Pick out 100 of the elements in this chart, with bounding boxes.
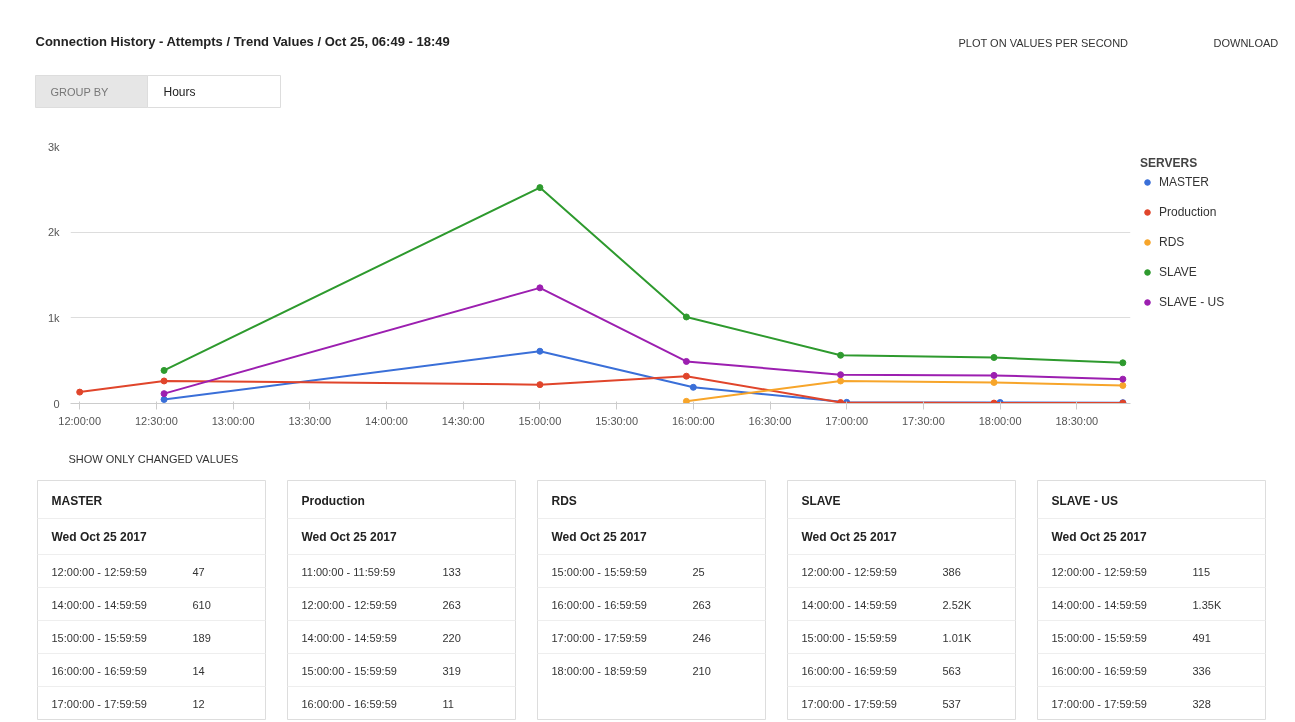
text: 47	[192, 565, 205, 578]
text: PLOT ON VALUES PER SECOND	[958, 36, 1129, 49]
point	[837, 371, 845, 379]
x-tick-label: 15:00:00	[518, 414, 562, 427]
text: 12:00:00 - 12:59:59	[301, 598, 397, 611]
point	[682, 357, 690, 365]
y-tick-label: 3k	[47, 140, 60, 153]
text: 220	[442, 631, 461, 644]
point	[990, 371, 998, 379]
point	[990, 354, 998, 361]
text: 12	[192, 697, 205, 710]
text: 16:00:00 - 16:59:59	[51, 664, 147, 677]
x-tick-label: 18:00:00	[978, 414, 1022, 427]
text: Production	[301, 493, 365, 508]
x-tick-label: 17:00:00	[825, 414, 869, 427]
text: RDS	[551, 493, 577, 508]
text: 15:00:00 - 15:59:59	[801, 631, 897, 644]
text: 386	[942, 565, 961, 578]
text: 15:00:00 - 15:59:59	[1051, 631, 1147, 644]
text: 263	[442, 598, 461, 611]
text: Wed Oct 25 2017	[551, 529, 647, 544]
x-tick-label: 13:30:00	[288, 414, 332, 427]
point	[536, 184, 544, 192]
text: 12:00:00 - 12:59:59	[51, 565, 147, 578]
x-tick-label: 17:30:00	[902, 414, 945, 427]
point	[76, 388, 84, 396]
text: 328	[1192, 697, 1211, 710]
x-tick-label: 15:30:00	[595, 414, 639, 427]
legend-title: SERVERS	[1140, 156, 1199, 170]
x-tick-label: 13:00:00	[211, 414, 255, 427]
point	[160, 390, 168, 398]
text: Wed Oct 25 2017	[301, 529, 397, 544]
text: MASTER	[51, 493, 103, 508]
point	[837, 351, 845, 359]
text: 16:00:00 - 16:59:59	[301, 697, 397, 710]
point	[536, 347, 544, 355]
text: Wed Oct 25 2017	[51, 529, 147, 544]
text: 1.01K	[942, 631, 972, 644]
x-tick-label: 18:30:00	[1055, 414, 1099, 427]
text: SLAVE - US	[1051, 493, 1118, 508]
point	[160, 366, 168, 374]
text: 491	[1192, 631, 1211, 644]
text: 17:00:00 - 17:59:59	[551, 631, 647, 644]
text: 18:00:00 - 18:59:59	[551, 664, 647, 677]
text: SLAVE	[801, 493, 841, 508]
text: 12:00:00 - 12:59:59	[1051, 565, 1147, 578]
text: 12:00:00 - 12:59:59	[801, 565, 897, 578]
text: 14:00:00 - 14:59:59	[51, 598, 147, 611]
text: SHOW ONLY CHANGED VALUES	[68, 452, 239, 465]
point	[160, 395, 168, 403]
x-tick-label: 14:00:00	[365, 414, 408, 427]
x-tick-label: 12:00:00	[58, 414, 102, 427]
legend-label: MASTER	[1159, 175, 1210, 189]
text: Wed Oct 25 2017	[801, 529, 897, 544]
text: 210	[692, 664, 711, 677]
point	[689, 383, 697, 391]
text: 15:00:00 - 15:59:59	[551, 565, 647, 578]
text: 17:00:00 - 17:59:59	[51, 697, 147, 710]
text: 15:00:00 - 15:59:59	[301, 664, 397, 677]
y-tick-label: 1k	[47, 311, 60, 324]
x-tick-label: 16:30:00	[748, 414, 792, 427]
chart-title: Connection History - Attempts / Trend Values / Oct 25, 06:49 - 18:49	[35, 34, 450, 49]
x-tick-label: 14:30:00	[441, 414, 485, 427]
text: 610	[192, 598, 211, 611]
legend-label: SLAVE	[1159, 265, 1197, 279]
y-tick-label: 2k	[47, 226, 60, 239]
text: 115	[1192, 565, 1211, 578]
text: 133	[442, 565, 461, 578]
x-tick-label: 12:30:00	[135, 414, 178, 427]
text: GROUP BY	[50, 85, 110, 98]
point	[990, 378, 998, 386]
text: 16:00:00 - 16:59:59	[1051, 664, 1147, 677]
text: 563	[942, 664, 961, 677]
point	[837, 377, 845, 385]
text: DOWNLOAD	[1213, 36, 1279, 49]
point	[682, 397, 690, 404]
text: 14:00:00 - 14:59:59	[301, 631, 397, 644]
text: 16:00:00 - 16:59:59	[551, 598, 647, 611]
point	[536, 284, 544, 292]
x-tick-label: 16:00:00	[671, 414, 715, 427]
text: 15:00:00 - 15:59:59	[51, 631, 147, 644]
point	[1119, 359, 1127, 367]
text: 336	[1192, 664, 1211, 677]
text: 17:00:00 - 17:59:59	[801, 697, 897, 710]
legend-label: SLAVE - US	[1159, 295, 1225, 309]
text: Hours	[163, 84, 196, 99]
text: 246	[692, 631, 711, 644]
point	[160, 377, 168, 385]
text: 189	[192, 631, 211, 644]
text: 16:00:00 - 16:59:59	[801, 664, 897, 677]
text: 17:00:00 - 17:59:59	[1051, 697, 1147, 710]
point	[536, 381, 544, 389]
point	[682, 313, 690, 321]
legend-label: Production	[1159, 205, 1217, 219]
text: 14	[192, 664, 205, 677]
point	[1119, 375, 1127, 383]
text: 2.52K	[942, 598, 972, 611]
text: 11	[442, 697, 454, 710]
text: 11:00:00 - 11:59:59	[301, 565, 396, 578]
text: 319	[442, 664, 461, 677]
